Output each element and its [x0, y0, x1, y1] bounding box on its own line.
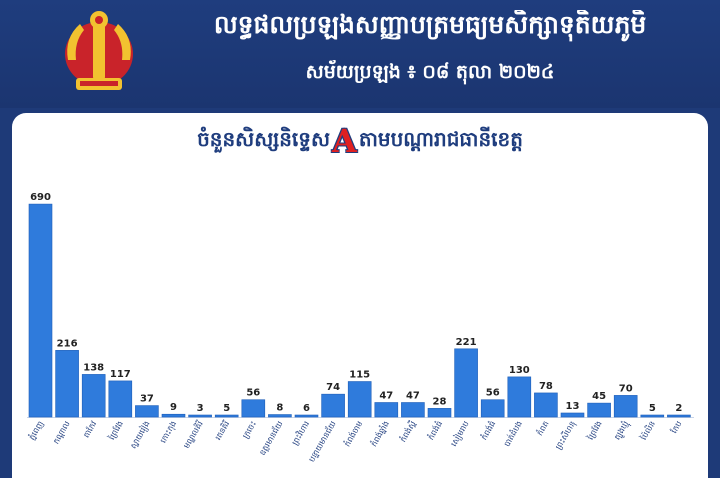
bar	[135, 405, 159, 418]
bar	[268, 414, 292, 418]
bar	[241, 399, 266, 418]
bar	[587, 402, 611, 418]
data-label: 117	[110, 369, 131, 380]
bar	[28, 203, 53, 418]
data-label: 5	[223, 403, 230, 414]
category-label: កំពត	[534, 419, 550, 437]
data-label: 56	[246, 388, 260, 399]
category-label: ស្វាយរៀង	[128, 419, 153, 451]
data-label: 216	[57, 338, 78, 349]
bar	[161, 413, 186, 418]
data-label: 13	[566, 401, 580, 412]
data-label: 690	[30, 192, 51, 203]
data-label: 3	[197, 403, 204, 414]
category-label: មណ្ឌលគិរី	[181, 419, 205, 450]
category-label: ព្រះសីហនុ	[553, 419, 578, 452]
category-label: តាកែវ	[81, 419, 99, 440]
data-label: 5	[649, 403, 656, 414]
bar-chart: 690ភ្នំពេញ216កណ្ដាល138តាកែវ117ព្រៃវែង37ស…	[26, 192, 694, 464]
category-label: សៀមរាប	[448, 419, 471, 449]
category-label: ភ្នំពេញ	[26, 419, 45, 442]
category-label: ព្រះវិហារ	[289, 419, 311, 447]
data-label: 6	[303, 403, 310, 414]
bar	[81, 374, 106, 418]
category-label: កំពង់ឆ្នាំង	[368, 419, 391, 448]
category-label: កំពង់ធំ	[425, 419, 444, 442]
bar	[294, 414, 319, 418]
category-label: កំពង់ស្ពឺ	[398, 419, 418, 444]
header-banner: លទ្ធផលប្រឡងសញ្ញាបត្រមធ្យមសិក្សាទុតិយភូមិ…	[0, 0, 720, 108]
data-label: 130	[509, 365, 530, 376]
data-label: 37	[140, 394, 154, 405]
bar	[55, 350, 79, 418]
exam-date: សម័យប្រឡង ៖ ០៨ តុលា ២០២៤	[305, 61, 555, 83]
bar	[667, 414, 691, 418]
chart-card: ចំនួនសិស្សនិទ្ទេសA តាមបណ្ដារាជធានីខេត្ត 6…	[12, 113, 708, 478]
data-label: 9	[170, 402, 177, 413]
chart-title-prefix: ចំនួនសិស្សនិទ្ទេស	[197, 127, 331, 151]
category-label: ក្រចេះ	[241, 420, 258, 441]
bar	[188, 414, 212, 418]
category-label: បន្ទាយមានជ័យ	[306, 419, 338, 464]
bar	[401, 402, 425, 418]
data-label: 138	[83, 362, 104, 373]
data-label: 74	[326, 382, 340, 393]
bar	[560, 412, 585, 418]
ministry-emblem-icon	[65, 11, 133, 90]
bar	[480, 399, 505, 418]
category-label: រតនគិរី	[213, 419, 232, 442]
data-label: 70	[619, 383, 633, 394]
bar	[321, 393, 345, 418]
data-label: 115	[349, 370, 370, 381]
bar	[108, 380, 133, 418]
data-label: 56	[486, 388, 500, 399]
bar	[454, 348, 478, 418]
data-label: 78	[539, 381, 553, 392]
category-label: កំពង់ចាម	[342, 419, 365, 448]
data-label: 8	[276, 403, 283, 414]
category-label: ប៉ៃលិន	[638, 419, 657, 442]
chart-title: ចំនួនសិស្សនិទ្ទេសA តាមបណ្ដារាជធានីខេត្ត	[12, 122, 708, 160]
category-label: កណ្ដាល	[52, 419, 72, 445]
data-label: 28	[433, 396, 447, 407]
bar	[507, 376, 532, 418]
bar	[374, 402, 399, 418]
data-label: 45	[592, 391, 606, 402]
bar	[347, 381, 372, 418]
category-label: ព្រៃវែង	[106, 419, 125, 442]
category-label: កំពង់ធំ	[479, 419, 498, 442]
data-label: 221	[456, 337, 477, 348]
data-label: 2	[675, 403, 682, 414]
page-title: លទ្ធផលប្រឡងសញ្ញាបត្រមធ្យមសិក្សាទុតិយភូមិ	[213, 10, 647, 39]
bar	[613, 395, 638, 418]
bar	[534, 392, 558, 418]
category-label: កែប	[669, 419, 684, 435]
category-label: បាត់ដំបង	[501, 419, 524, 448]
category-label: ត្បូងឃ្មុំ	[612, 419, 633, 443]
bar	[427, 408, 452, 418]
chart-title-suffix: តាមបណ្ដារាជធានីខេត្ត	[358, 127, 523, 151]
data-label: 47	[406, 390, 420, 401]
grade-a-letter: A	[332, 122, 357, 160]
bar	[640, 414, 665, 418]
category-label: ឧត្តរមានជ័យ	[257, 419, 285, 457]
category-label: ព្រៃវែង	[585, 419, 604, 442]
data-label: 47	[379, 390, 393, 401]
bar	[214, 414, 239, 418]
category-label: កោះកុង	[159, 420, 180, 446]
